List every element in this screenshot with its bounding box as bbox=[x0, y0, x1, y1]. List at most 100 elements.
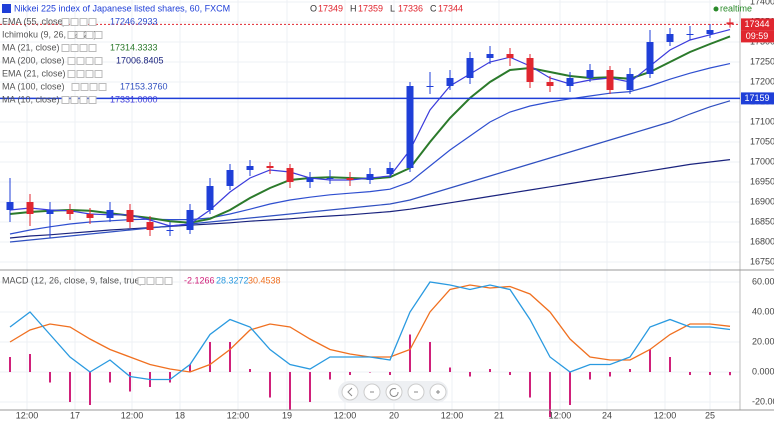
candle-body bbox=[266, 166, 274, 168]
macd-title: MACD (12, 26, close, 9, false, true) bbox=[2, 275, 143, 285]
histogram-bar bbox=[189, 364, 191, 373]
histogram-bar bbox=[729, 372, 731, 376]
legend-name: MA (21, close) bbox=[2, 42, 60, 52]
histogram-bar bbox=[389, 372, 391, 376]
candle-body bbox=[106, 210, 114, 218]
candle-body bbox=[6, 202, 14, 210]
y-tick-label: 17000 bbox=[750, 156, 774, 166]
legend-control[interactable] bbox=[85, 70, 94, 78]
candle-body bbox=[586, 70, 594, 78]
legend-control[interactable] bbox=[71, 83, 80, 91]
legend-control[interactable] bbox=[61, 18, 70, 26]
y-tick-label: 17250 bbox=[750, 56, 774, 66]
candle-body bbox=[646, 42, 654, 74]
level-label: 17159 bbox=[744, 93, 769, 103]
candle-body bbox=[186, 210, 194, 230]
legend-control[interactable] bbox=[70, 44, 79, 52]
candle-body bbox=[326, 178, 334, 179]
candle-body bbox=[286, 168, 294, 182]
candle-body bbox=[146, 222, 154, 230]
legend-name: MA (10, close) bbox=[2, 94, 60, 104]
histogram-bar bbox=[109, 372, 111, 383]
candle-body bbox=[46, 210, 54, 214]
x-tick-label: 19 bbox=[282, 410, 292, 420]
y-tick-label: 20.00 bbox=[752, 336, 774, 346]
legend-control[interactable] bbox=[67, 70, 76, 78]
x-tick-label: 25 bbox=[705, 410, 715, 420]
legend-control[interactable] bbox=[76, 70, 85, 78]
legend-control[interactable] bbox=[155, 277, 164, 285]
legend-control[interactable] bbox=[80, 83, 89, 91]
legend-control[interactable] bbox=[85, 31, 94, 39]
legend-control[interactable] bbox=[79, 96, 88, 104]
histogram-bar bbox=[269, 372, 271, 398]
candle-body bbox=[626, 74, 634, 90]
y-tick-label: 16900 bbox=[750, 196, 774, 206]
legend-control[interactable] bbox=[79, 44, 88, 52]
ohlc-letter: C bbox=[430, 3, 437, 13]
histogram-bar bbox=[309, 372, 311, 403]
legend-control[interactable] bbox=[85, 57, 94, 65]
legend-control[interactable] bbox=[88, 18, 97, 26]
legend-control[interactable] bbox=[61, 96, 70, 104]
x-tick-label: 24 bbox=[602, 410, 612, 420]
histogram-bar bbox=[329, 372, 331, 380]
legend-control[interactable] bbox=[76, 57, 85, 65]
y-tick-label: 16850 bbox=[750, 216, 774, 226]
candle-body bbox=[606, 70, 614, 90]
histogram-bar bbox=[669, 357, 671, 373]
legend-control[interactable] bbox=[79, 18, 88, 26]
histogram-bar bbox=[529, 372, 531, 398]
legend-control[interactable] bbox=[70, 18, 79, 26]
candle-body bbox=[526, 58, 534, 82]
legend-name: MA (200, close) bbox=[2, 55, 65, 65]
symbol-icon bbox=[2, 4, 11, 13]
x-tick-label: 12:00 bbox=[227, 410, 250, 420]
y-tick-label: 16950 bbox=[750, 176, 774, 186]
legend-control[interactable] bbox=[137, 277, 146, 285]
legend-value: 17006.8405 bbox=[116, 55, 164, 65]
legend-control[interactable] bbox=[164, 277, 173, 285]
x-tick-label: 12:00 bbox=[334, 410, 357, 420]
candle-body bbox=[66, 210, 74, 214]
histogram-bar bbox=[49, 372, 51, 383]
legend-control[interactable] bbox=[88, 44, 97, 52]
legend-control[interactable] bbox=[88, 96, 97, 104]
histogram-bar bbox=[709, 372, 711, 376]
legend-control[interactable] bbox=[67, 31, 76, 39]
candle-body bbox=[26, 202, 34, 214]
legend-control[interactable] bbox=[94, 57, 103, 65]
histogram-bar bbox=[69, 372, 71, 403]
legend-control[interactable] bbox=[94, 70, 103, 78]
macd-readout: 30.4538 bbox=[248, 275, 281, 285]
status: realtime bbox=[720, 3, 752, 13]
candle-body bbox=[246, 166, 254, 170]
legend-control[interactable] bbox=[61, 44, 70, 52]
nav-button[interactable] bbox=[341, 383, 359, 401]
chart-title: Nikkei 225 index of Japanese listed shar… bbox=[14, 3, 230, 13]
legend-control[interactable] bbox=[146, 277, 155, 285]
price-label: 17344 bbox=[744, 19, 769, 29]
histogram-bar bbox=[349, 372, 351, 376]
candle-body bbox=[126, 210, 134, 222]
legend-control[interactable] bbox=[70, 96, 79, 104]
ohlc-letter: L bbox=[390, 3, 395, 13]
legend-value: 17314.3333 bbox=[110, 42, 158, 52]
candle-body bbox=[166, 230, 174, 231]
candle-body bbox=[406, 86, 414, 168]
y-tick-label: 60.00 bbox=[752, 276, 774, 286]
y-tick-label: 16800 bbox=[750, 236, 774, 246]
legend-control[interactable] bbox=[94, 31, 103, 39]
legend-control[interactable] bbox=[76, 31, 85, 39]
legend-control[interactable] bbox=[89, 83, 98, 91]
candle-body bbox=[666, 34, 674, 42]
countdown-box bbox=[741, 30, 774, 43]
candle-body bbox=[726, 22, 734, 25]
nav-button[interactable] bbox=[385, 383, 403, 401]
y-tick-label: 17400 bbox=[750, 0, 774, 6]
ma-line bbox=[9, 100, 731, 243]
legend-control[interactable] bbox=[67, 57, 76, 65]
legend-control[interactable] bbox=[98, 83, 107, 91]
